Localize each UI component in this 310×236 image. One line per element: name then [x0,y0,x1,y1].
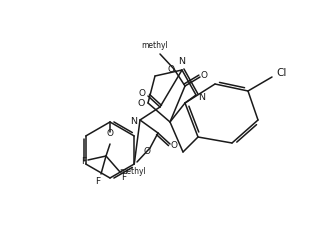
Text: O: O [167,66,175,75]
Text: N: N [198,93,206,101]
Text: O: O [144,148,150,156]
Text: O: O [139,89,145,98]
Text: methyl: methyl [120,167,146,176]
Text: methyl: methyl [142,42,168,51]
Text: F: F [95,177,100,185]
Text: O: O [201,72,207,80]
Text: F: F [122,173,126,182]
Text: O: O [137,98,145,108]
Text: F: F [82,156,86,165]
Text: Cl: Cl [277,68,287,78]
Text: N: N [179,58,185,67]
Text: N: N [131,117,138,126]
Text: O: O [170,142,178,151]
Text: O: O [107,130,113,139]
